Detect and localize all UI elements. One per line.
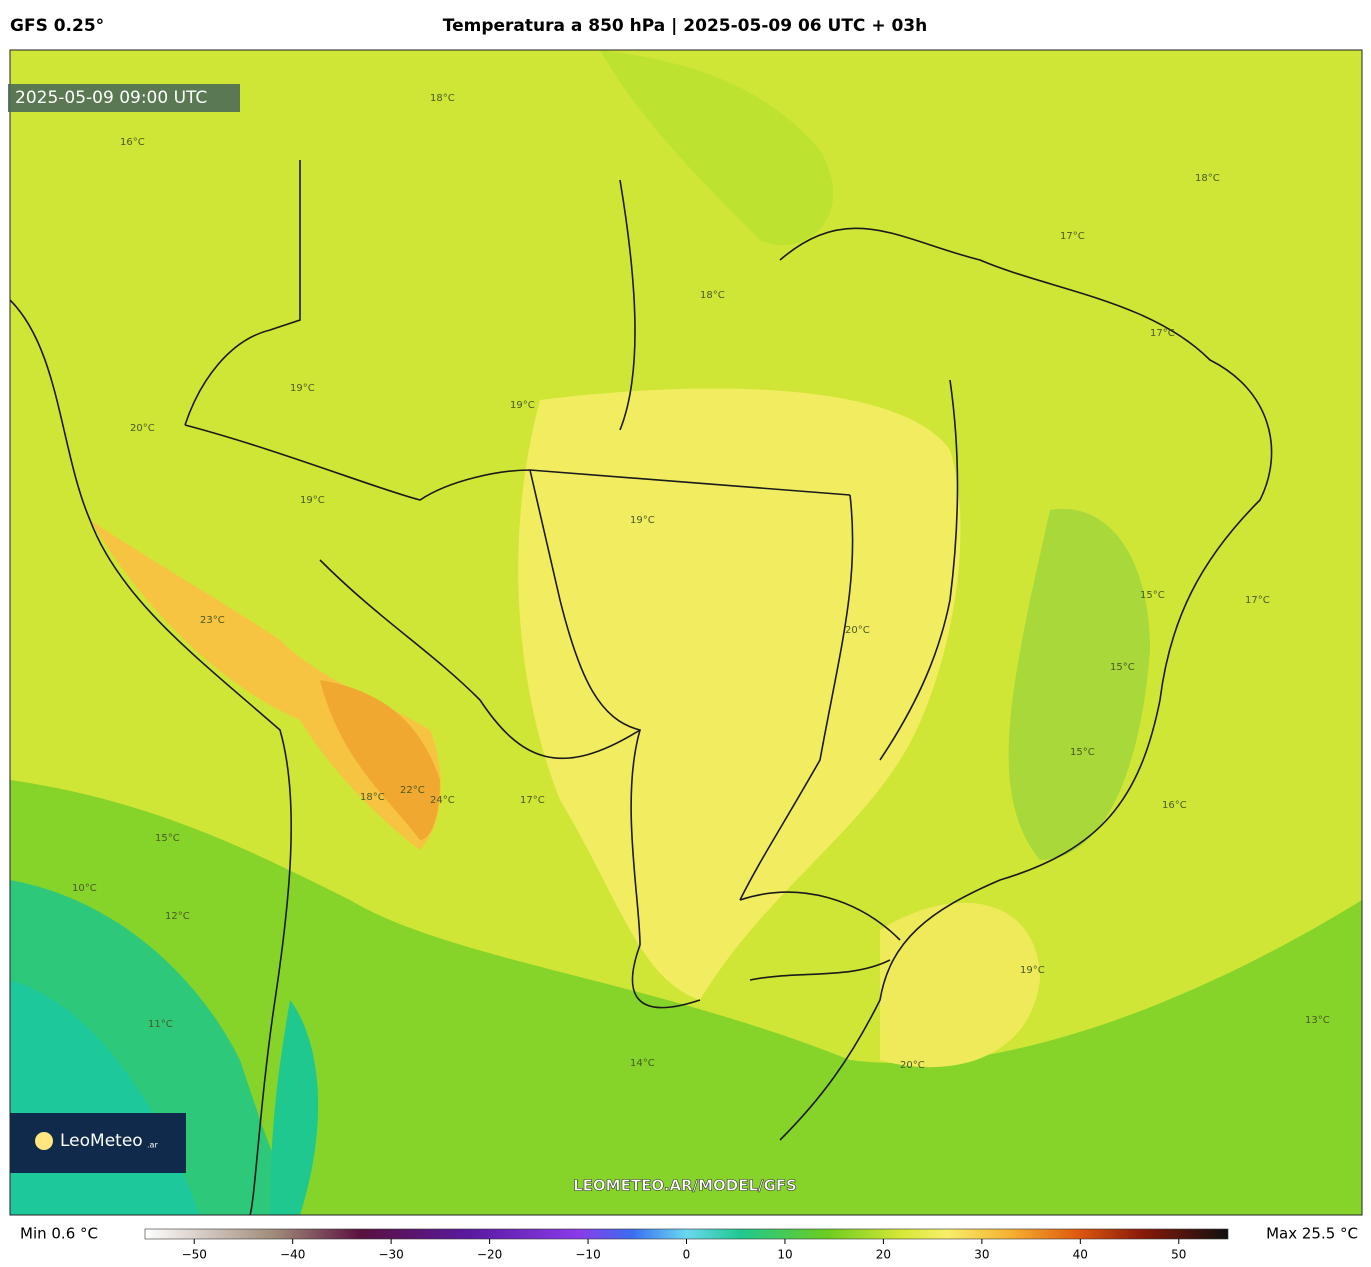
colorbar-tick-label: 10 <box>777 1248 792 1262</box>
contour-label: 16°C <box>1162 800 1187 811</box>
contour-label: 20°C <box>900 1060 925 1071</box>
contour-label: 12°C <box>165 911 190 922</box>
colorbar-tick-label: 20 <box>876 1248 891 1262</box>
colorbar-tick-label: −20 <box>477 1248 502 1262</box>
contour-label: 17°C <box>1060 231 1085 242</box>
watermark: LEOMETEO.AR/MODEL/GFS <box>573 1177 797 1195</box>
altiplano-hot <box>320 680 440 840</box>
contour-label: 17°C <box>1245 595 1270 606</box>
contour-label: 22°C <box>400 785 425 796</box>
colorbar-tick-label: −50 <box>182 1248 207 1262</box>
warm-core <box>518 388 961 1001</box>
contour-label: 19°C <box>630 515 655 526</box>
colorbar-tick-label: −40 <box>280 1248 305 1262</box>
model-label: GFS 0.25° <box>10 16 104 36</box>
contour-label: 18°C <box>1195 173 1220 184</box>
map <box>10 50 1362 1215</box>
contour-label: 15°C <box>1110 662 1135 673</box>
contour-label: 19°C <box>300 495 325 506</box>
andes-cold <box>270 1000 319 1215</box>
contour-label: 15°C <box>1140 590 1165 601</box>
contour-label: 18°C <box>700 290 725 301</box>
logo-name: LeoMeteo <box>60 1131 143 1151</box>
cool-region <box>10 780 1362 1215</box>
colorbar-tick-label: 0 <box>683 1248 691 1262</box>
contour-label: 14°C <box>630 1058 655 1069</box>
coastlines-borders <box>10 160 1273 1215</box>
contour-label: 17°C <box>520 795 545 806</box>
colorbar-tick-label: −10 <box>575 1248 600 1262</box>
title: Temperatura a 850 hPa | 2025-05-09 06 UT… <box>443 16 928 36</box>
colorbar-max: Max 25.5 °C <box>1266 1225 1358 1243</box>
logo-sun <box>35 1132 53 1150</box>
north-cool <box>600 50 834 246</box>
contour-label: 18°C <box>360 792 385 803</box>
colorbar-tick-label: −30 <box>378 1248 403 1262</box>
warm-south <box>880 902 1040 1068</box>
contour-label: 20°C <box>845 625 870 636</box>
contour-label: 20°C <box>130 423 155 434</box>
logo-suffix: .ar <box>147 1141 158 1150</box>
contour-label: 16°C <box>120 137 145 148</box>
colorbar-tick-label: 30 <box>974 1248 989 1262</box>
altiplano-warm <box>90 520 441 850</box>
contour-label: 19°C <box>1020 965 1045 976</box>
valid-time-box <box>8 84 240 112</box>
colorbar <box>144 1228 1229 1240</box>
contour-label: 19°C <box>290 383 315 394</box>
contour-label: 17°C <box>1150 328 1175 339</box>
colorbar-min: Min 0.6 °C <box>20 1225 98 1243</box>
contour-label: 11°C <box>148 1019 173 1030</box>
contour-label: 15°C <box>155 833 180 844</box>
contour-label: 19°C <box>510 400 535 411</box>
contour-label: 10°C <box>72 883 97 894</box>
map-frame <box>9 49 1363 1216</box>
colorbar-tick-label: 40 <box>1073 1248 1088 1262</box>
cool-east <box>1008 508 1150 860</box>
valid-time: 2025-05-09 09:00 UTC <box>15 88 207 108</box>
colorbar-tick-label: 50 <box>1171 1248 1186 1262</box>
contour-label: 18°C <box>430 93 455 104</box>
contour-label: 13°C <box>1305 1015 1330 1026</box>
contour-label: 23°C <box>200 615 225 626</box>
contour-label: 24°C <box>430 795 455 806</box>
contour-label: 15°C <box>1070 747 1095 758</box>
